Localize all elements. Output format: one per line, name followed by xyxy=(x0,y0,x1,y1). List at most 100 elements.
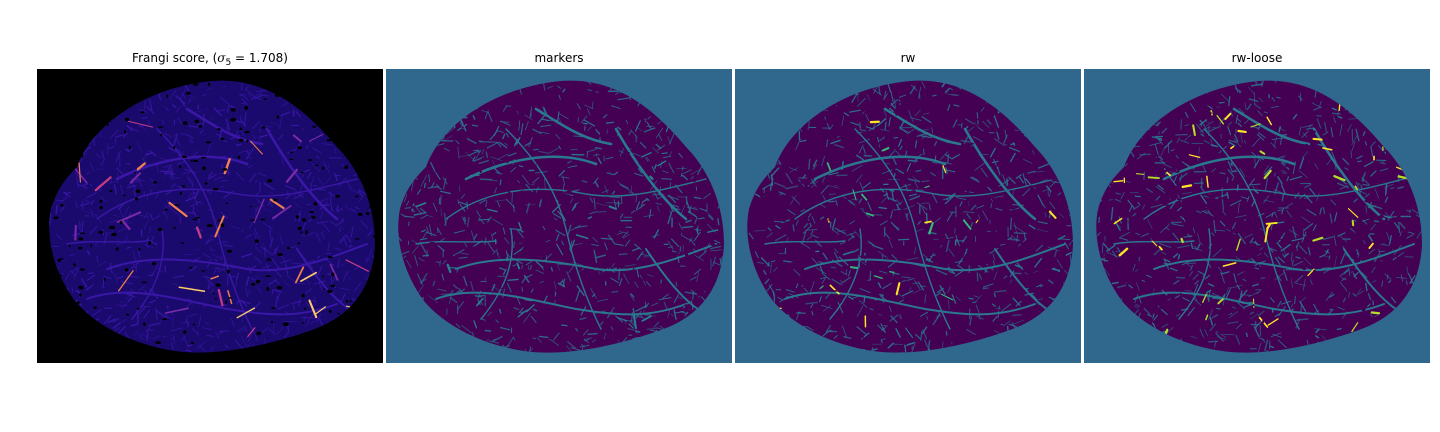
mesh-stroke xyxy=(890,90,894,103)
mesh-stroke xyxy=(1290,303,1294,308)
mesh-stroke xyxy=(173,275,185,278)
tissue-hole xyxy=(630,109,634,112)
mesh-stroke xyxy=(1231,176,1235,181)
mesh-stroke xyxy=(1019,176,1025,184)
tissue-hole xyxy=(785,198,790,203)
detected-segment xyxy=(122,220,131,231)
detected-segment xyxy=(168,201,188,218)
detected-segment xyxy=(217,288,224,307)
tissue-hole xyxy=(629,304,635,307)
mesh-stroke xyxy=(327,242,330,252)
mesh-stroke xyxy=(457,146,460,159)
mesh-stroke xyxy=(710,245,721,250)
mesh-stroke xyxy=(1233,273,1237,284)
mesh-stroke xyxy=(1234,133,1239,143)
mesh-stroke xyxy=(658,297,672,301)
mesh-stroke xyxy=(1249,237,1254,244)
mesh-stroke xyxy=(1322,236,1334,241)
mesh-stroke xyxy=(185,318,189,325)
mesh-stroke xyxy=(812,164,817,171)
mesh-stroke xyxy=(112,317,120,323)
mesh-stroke xyxy=(187,322,189,328)
tissue-hole xyxy=(638,162,643,165)
tissue-hole xyxy=(1103,255,1110,259)
mesh-stroke xyxy=(171,337,175,341)
mesh-stroke xyxy=(1278,126,1281,133)
tissue-hole xyxy=(212,187,219,191)
mesh-stroke xyxy=(878,206,887,210)
detected-segment xyxy=(247,327,256,338)
tissue-hole xyxy=(1379,240,1384,244)
mesh-stroke xyxy=(1265,211,1276,218)
tissue-hole xyxy=(1146,225,1151,229)
mesh-stroke xyxy=(1248,292,1258,298)
tissue-hole xyxy=(657,244,663,247)
mesh-stroke xyxy=(146,235,150,245)
tissue-hole xyxy=(1227,88,1232,91)
mesh-stroke xyxy=(583,337,593,341)
tissue-hole xyxy=(282,322,289,326)
mesh-stroke xyxy=(1252,283,1259,287)
tissue-hole xyxy=(1179,292,1182,296)
mesh-stroke xyxy=(507,278,519,282)
mesh-stroke xyxy=(539,264,545,271)
mesh-stroke xyxy=(465,152,475,161)
vessel-path xyxy=(804,243,1066,272)
mesh-stroke xyxy=(592,339,597,343)
mesh-stroke xyxy=(89,225,98,235)
mesh-stroke xyxy=(566,345,573,353)
mesh-stroke xyxy=(435,261,441,264)
mesh-stroke xyxy=(914,109,921,117)
mesh-stroke xyxy=(558,145,562,150)
mesh-stroke xyxy=(586,151,589,158)
mesh-stroke xyxy=(1337,109,1339,118)
mesh-stroke xyxy=(236,143,242,146)
tissue-hole xyxy=(806,183,813,186)
mesh-stroke xyxy=(1411,209,1421,215)
mesh-stroke xyxy=(497,153,509,160)
tissue-hole xyxy=(566,282,570,286)
mesh-stroke xyxy=(428,174,430,183)
mesh-stroke xyxy=(357,190,363,197)
mesh-stroke xyxy=(1115,223,1122,228)
mesh-stroke xyxy=(974,162,986,171)
mesh-stroke xyxy=(303,315,307,323)
tissue-hole xyxy=(1222,102,1227,106)
tissue-hole xyxy=(508,191,511,194)
mesh-stroke xyxy=(696,271,699,282)
panel-frangi-score: Frangi score, (σ5 = 1.708) xyxy=(37,50,383,364)
detected-segment xyxy=(1188,154,1201,159)
mesh-stroke xyxy=(525,261,532,266)
mesh-stroke xyxy=(1007,237,1012,241)
mesh-stroke xyxy=(1248,98,1259,103)
tissue-hole xyxy=(822,186,826,190)
mesh-stroke xyxy=(260,246,265,250)
mesh-stroke xyxy=(1033,170,1045,173)
mesh-stroke xyxy=(1369,141,1376,148)
tissue-hole xyxy=(1244,328,1249,333)
mesh-stroke xyxy=(1178,172,1188,180)
tissue-hole xyxy=(1127,221,1134,224)
tissue-hole xyxy=(1143,311,1148,315)
tissue-hole xyxy=(270,321,274,323)
tissue-hole xyxy=(79,268,85,271)
mesh-stroke xyxy=(1231,169,1237,172)
tissue-hole xyxy=(539,284,545,288)
mesh-stroke xyxy=(584,339,590,342)
mesh-stroke xyxy=(269,237,274,248)
mesh-stroke xyxy=(1179,139,1190,144)
mesh-stroke xyxy=(1301,231,1307,243)
mesh-stroke xyxy=(855,174,863,183)
mesh-stroke xyxy=(1222,333,1235,336)
tissue-hole xyxy=(950,133,955,138)
mesh-stroke xyxy=(128,178,139,186)
tissue-hole xyxy=(192,218,198,221)
mesh-stroke xyxy=(559,113,569,120)
mesh-stroke xyxy=(107,318,116,324)
mesh-stroke xyxy=(437,288,447,292)
title-sigma-subscript: 5 xyxy=(225,58,232,68)
mesh-stroke xyxy=(1033,270,1038,273)
mesh-stroke xyxy=(99,196,107,202)
mesh-stroke xyxy=(851,164,863,172)
mesh-stroke xyxy=(1271,97,1275,102)
